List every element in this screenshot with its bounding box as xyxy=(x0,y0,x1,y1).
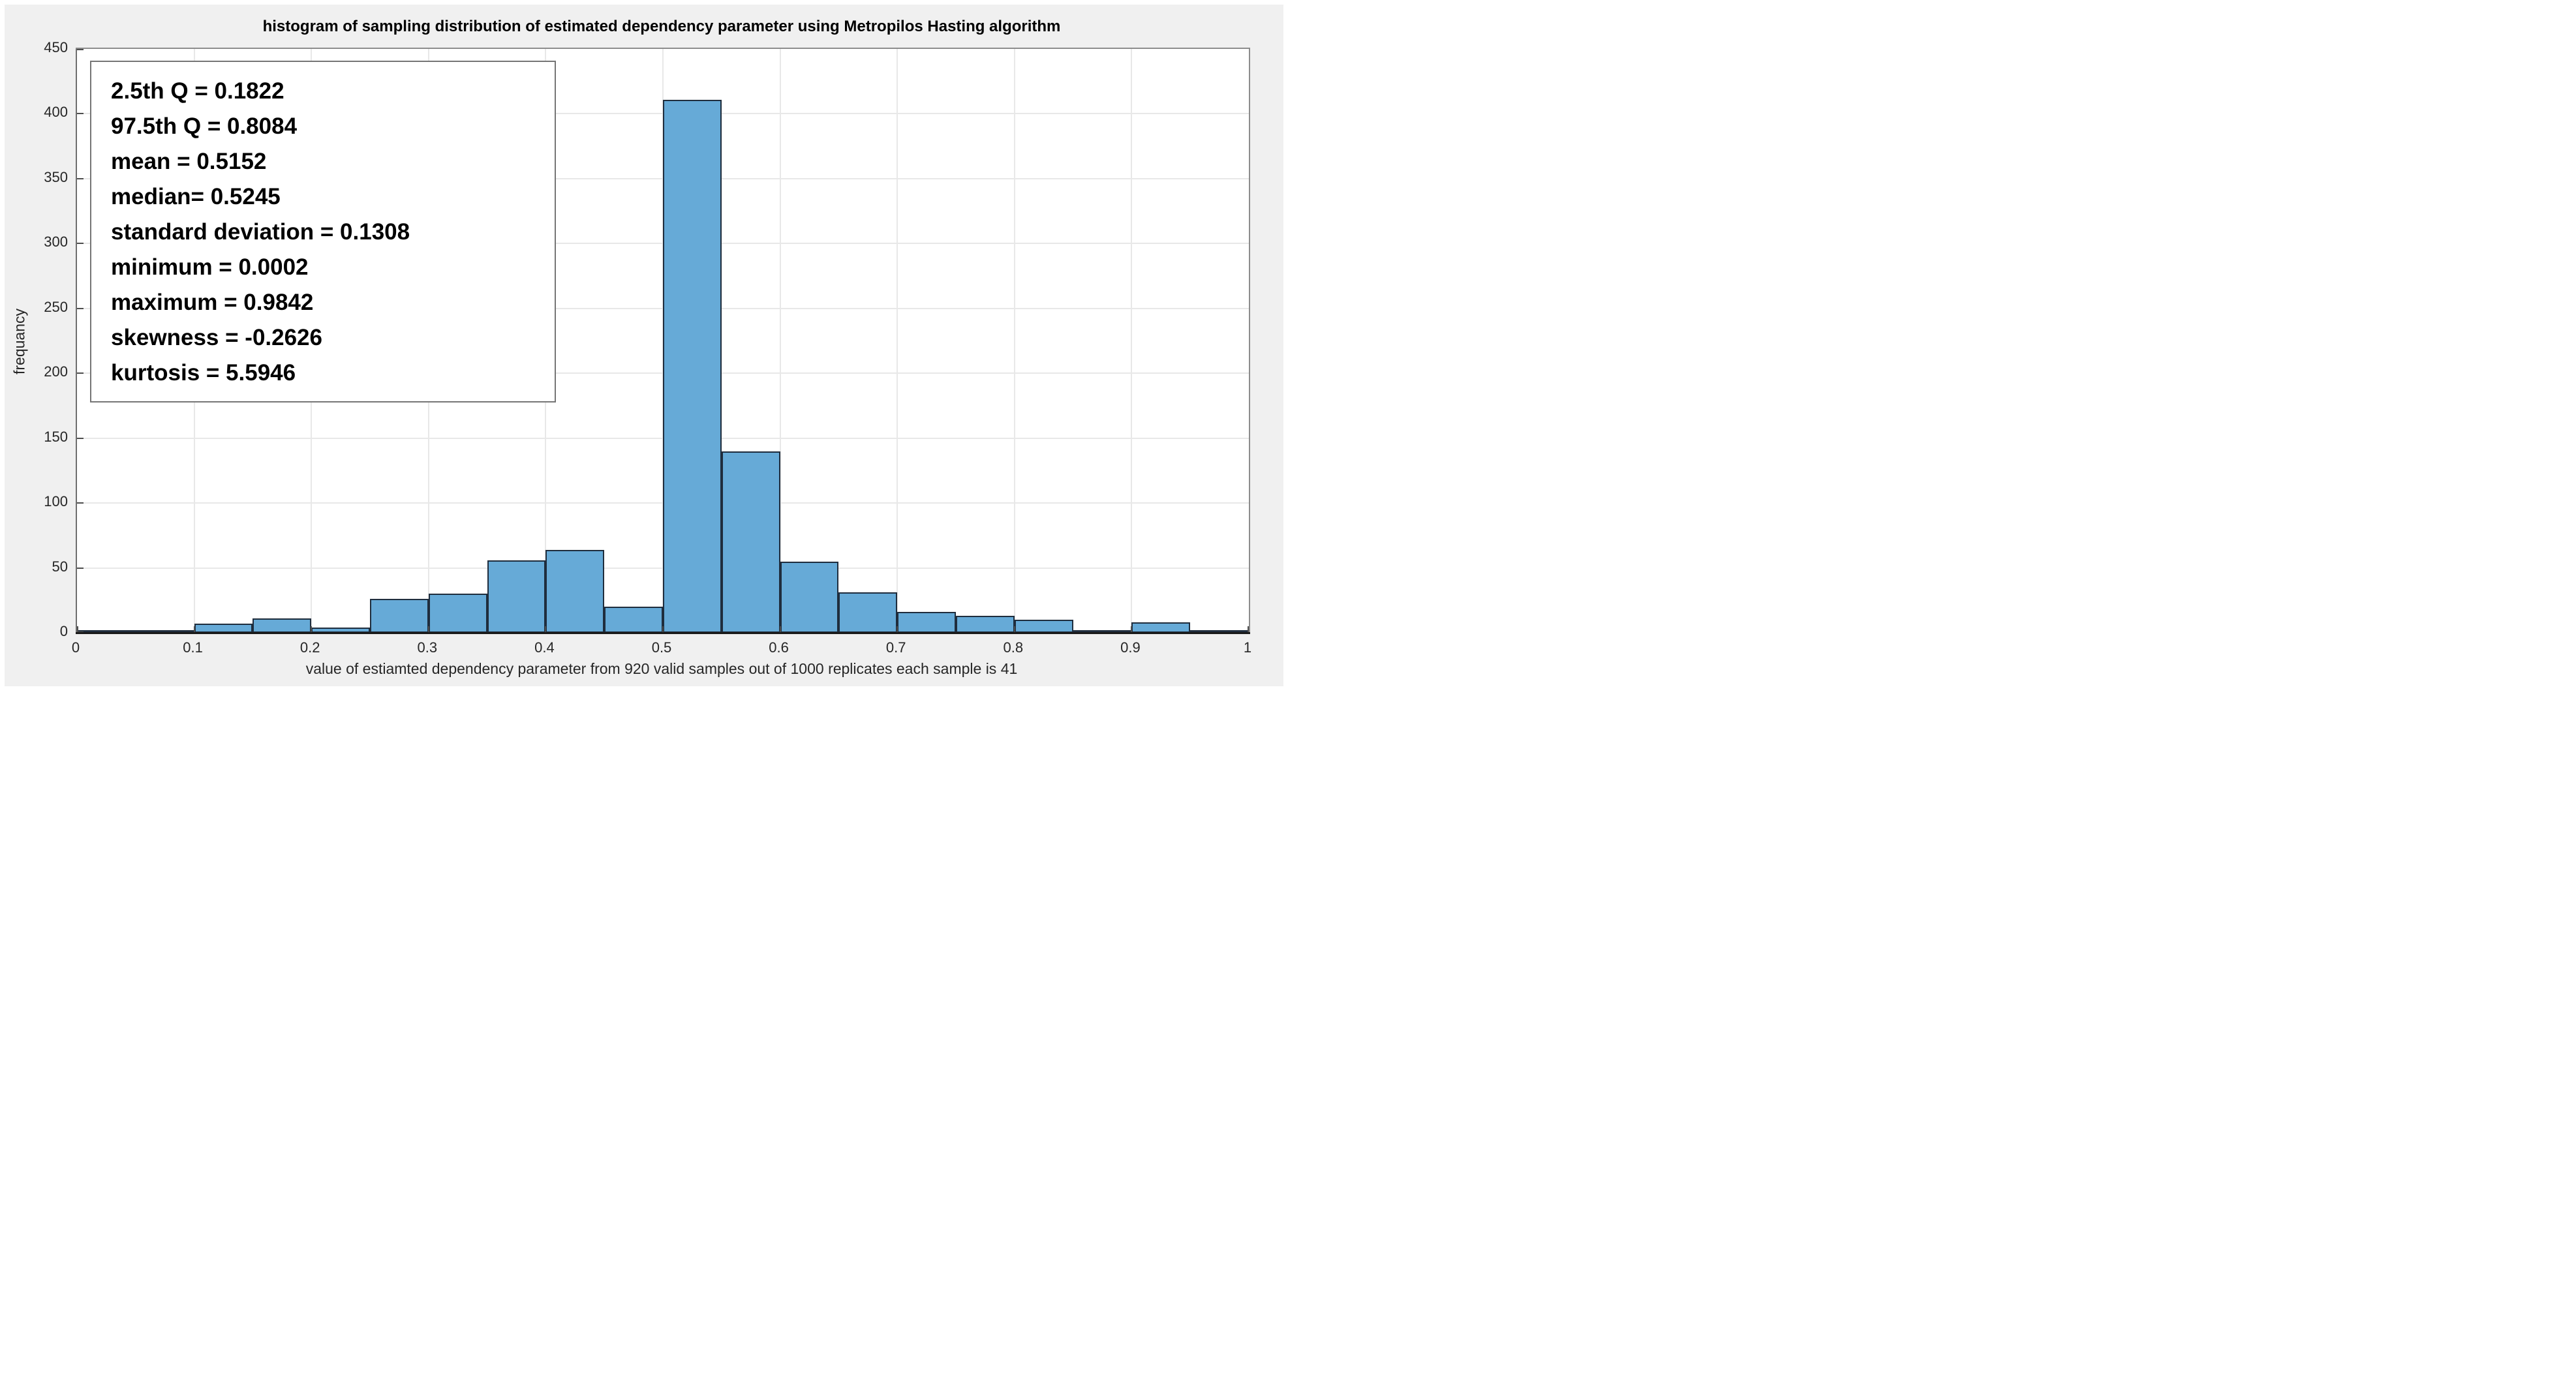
x-tick-label: 0.7 xyxy=(885,639,906,656)
x-tick-mark xyxy=(662,626,664,633)
y-tick-label: 250 xyxy=(44,298,68,315)
x-tick-label: 0.5 xyxy=(651,639,672,656)
stats-line: kurtosis = 5.5946 xyxy=(111,360,296,386)
x-tick-label: 0.1 xyxy=(183,639,203,656)
histogram-bar xyxy=(545,549,605,633)
x-tick-mark xyxy=(779,626,781,633)
y-tick-label: 50 xyxy=(52,558,68,575)
x-axis-line xyxy=(76,632,1250,634)
x-tick-mark xyxy=(193,626,195,633)
y-tick-mark xyxy=(77,567,84,569)
histogram-bar xyxy=(956,616,1015,633)
x-gridline xyxy=(1013,49,1015,633)
y-tick-mark xyxy=(77,372,84,374)
x-tick-mark xyxy=(1248,626,1249,633)
x-tick-mark xyxy=(897,626,898,633)
x-tick-label: 0 xyxy=(71,639,80,656)
y-tick-label: 400 xyxy=(44,104,68,121)
x-tick-label: 0.2 xyxy=(299,639,320,656)
y-tick-label: 150 xyxy=(44,428,68,445)
x-tick-label: 1 xyxy=(1243,639,1252,656)
y-tick-mark xyxy=(77,49,84,50)
y-tick-label: 0 xyxy=(59,623,68,639)
y-tick-mark xyxy=(77,177,84,179)
x-tick-mark xyxy=(311,626,313,633)
x-tick-mark xyxy=(1131,626,1133,633)
x-tick-label: 0.3 xyxy=(417,639,438,656)
histogram-bar xyxy=(253,618,312,633)
histogram-bar xyxy=(1014,620,1073,633)
stats-line: 2.5th Q = 0.1822 xyxy=(111,78,284,104)
histogram-bar xyxy=(194,624,253,633)
x-gridline xyxy=(779,49,781,633)
histogram-bar xyxy=(838,592,898,633)
histogram-bar xyxy=(604,607,663,633)
x-axis-label: value of estiamted dependency parameter … xyxy=(305,660,1018,677)
x-tick-mark xyxy=(1013,626,1015,633)
y-tick-mark xyxy=(77,113,84,115)
y-tick-label: 450 xyxy=(44,39,68,55)
stats-line: median= 0.5245 xyxy=(111,184,281,209)
figure-canvas: histogram of sampling distribution of es… xyxy=(5,5,1283,686)
histogram-bar xyxy=(370,599,429,633)
y-tick-label: 350 xyxy=(44,168,68,185)
stats-line: mean = 0.5152 xyxy=(111,149,267,174)
y-tick-mark xyxy=(77,243,84,245)
y-tick-mark xyxy=(77,307,84,309)
x-gridline xyxy=(897,49,898,633)
x-gridline xyxy=(1131,49,1133,633)
matlab-figure-window: histogram of sampling distribution of es… xyxy=(0,0,1288,691)
statistics-annotation-box: 2.5th Q = 0.1822 97.5th Q = 0.8084 mean = … xyxy=(90,61,556,402)
x-tick-label: 0.9 xyxy=(1120,639,1141,656)
x-tick-label: 0.8 xyxy=(1003,639,1024,656)
y-tick-label: 100 xyxy=(44,493,68,510)
y-axis-line xyxy=(76,49,77,633)
histogram-bar xyxy=(428,594,487,633)
stats-line: skewness = -0.2626 xyxy=(111,325,322,350)
x-tick-label: 0.6 xyxy=(769,639,789,656)
y-tick-label: 200 xyxy=(44,363,68,380)
histogram-bar xyxy=(897,612,956,633)
chart-title: histogram of sampling distribution of es… xyxy=(262,18,1061,35)
stats-line: 97.5th Q = 0.8084 xyxy=(111,114,298,139)
stats-line: maximum = 0.9842 xyxy=(111,290,314,315)
histogram-bar xyxy=(487,560,546,633)
y-tick-mark xyxy=(77,502,84,504)
x-tick-mark xyxy=(77,626,78,633)
x-tick-label: 0.4 xyxy=(534,639,555,656)
y-tick-label: 300 xyxy=(44,234,68,250)
histogram-bar xyxy=(721,451,780,633)
x-tick-mark xyxy=(545,626,547,633)
histogram-bar xyxy=(1131,622,1191,633)
histogram-bar xyxy=(663,99,722,633)
stats-line: minimum = 0.0002 xyxy=(111,254,309,280)
histogram-bar xyxy=(780,561,839,633)
stats-line: standard deviation = 0.1308 xyxy=(111,219,410,245)
x-tick-mark xyxy=(427,626,429,633)
y-tick-mark xyxy=(77,437,84,439)
